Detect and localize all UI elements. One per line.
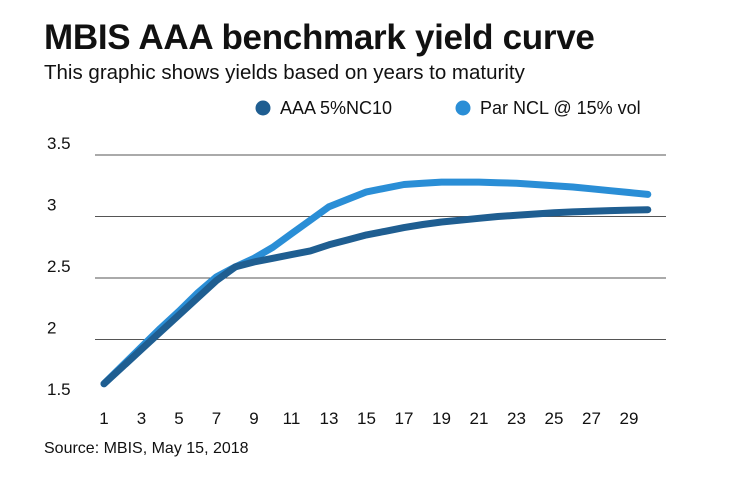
x-tick-label: 25 xyxy=(545,409,564,428)
legend-label: Par NCL @ 15% vol xyxy=(480,98,641,118)
x-tick-label: 1 xyxy=(99,409,108,428)
legend: AAA 5%NC10 Par NCL @ 15% vol xyxy=(255,98,641,118)
x-tick-label: 17 xyxy=(395,409,414,428)
x-tick-label: 13 xyxy=(320,409,339,428)
x-axis-ticks: 1 3 5 7 9 11 13 15 17 19 21 23 25 27 29 xyxy=(99,409,638,428)
x-tick-label: 27 xyxy=(582,409,601,428)
chart-title: MBIS AAA benchmark yield curve xyxy=(44,18,595,57)
chart-subtitle: This graphic shows yields based on years… xyxy=(44,61,525,84)
x-tick-label: 19 xyxy=(432,409,451,428)
y-tick-label: 2 xyxy=(47,319,56,338)
x-tick-label: 23 xyxy=(507,409,526,428)
y-tick-label: 3.5 xyxy=(47,134,71,153)
series-lines xyxy=(100,178,652,388)
x-tick-label: 15 xyxy=(357,409,376,428)
y-tick-label: 1.5 xyxy=(47,380,71,399)
legend-label: AAA 5%NC10 xyxy=(280,98,392,118)
series-line-aaa-5nc10 xyxy=(100,206,652,388)
x-tick-label: 9 xyxy=(249,409,258,428)
x-tick-label: 29 xyxy=(620,409,639,428)
x-tick-label: 5 xyxy=(174,409,183,428)
x-tick-label: 7 xyxy=(212,409,221,428)
x-tick-label: 3 xyxy=(137,409,146,428)
x-tick-label: 21 xyxy=(470,409,489,428)
y-tick-label: 3 xyxy=(47,196,56,215)
legend-marker xyxy=(455,100,471,116)
x-tick-label: 11 xyxy=(283,409,301,428)
y-tick-label: 2.5 xyxy=(47,257,71,276)
source-note: Source: MBIS, May 15, 2018 xyxy=(44,440,249,457)
legend-marker xyxy=(255,100,271,116)
gridlines xyxy=(95,154,666,340)
y-axis-ticks: 1.5 2 2.5 3 3.5 xyxy=(47,134,71,399)
